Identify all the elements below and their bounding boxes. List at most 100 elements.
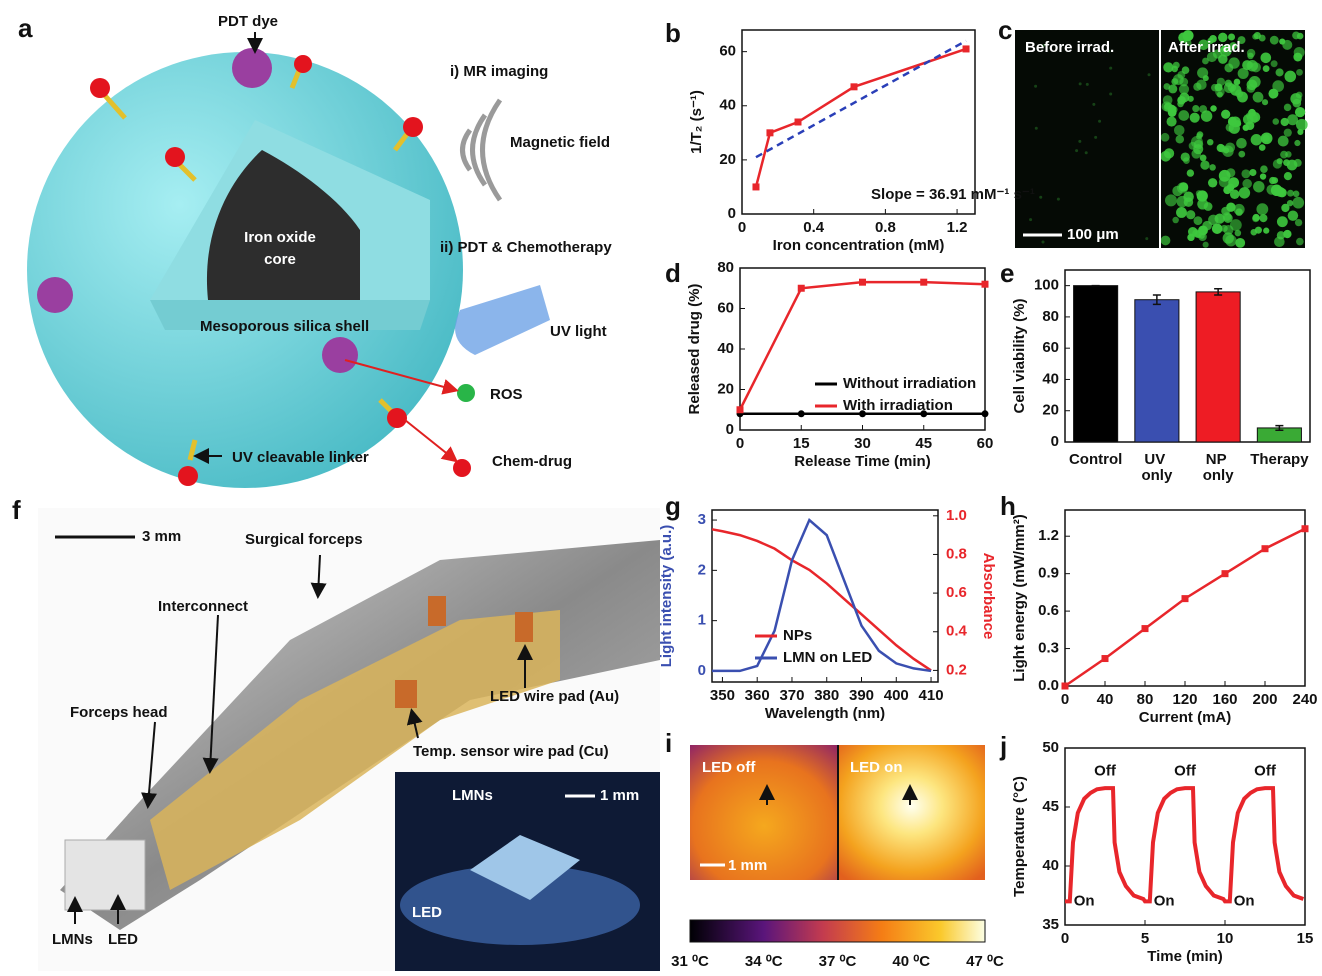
- cell: [1238, 68, 1249, 79]
- cell: [1177, 71, 1185, 79]
- x-tick-label: UV only: [1141, 451, 1172, 484]
- marker: [1142, 625, 1149, 632]
- panel-label: b: [665, 18, 681, 48]
- cell: [1288, 210, 1298, 220]
- cell: [1283, 159, 1290, 166]
- x-tick-label: 0.8: [875, 219, 896, 236]
- label: UV light: [550, 323, 607, 340]
- marker: [982, 410, 989, 417]
- cell: [1260, 52, 1271, 63]
- label: LMNs: [52, 931, 93, 948]
- cell: [1197, 67, 1208, 78]
- x-tick-label: 30: [854, 435, 871, 452]
- cell: [1297, 33, 1304, 40]
- y-tick-label: 0.9: [1038, 565, 1059, 582]
- cell: [1271, 60, 1278, 67]
- cell: [1293, 197, 1305, 209]
- cell: [1215, 87, 1225, 97]
- cell: [1277, 158, 1283, 164]
- cell: [1172, 217, 1178, 223]
- label: UV cleavable linker: [232, 449, 369, 466]
- label: i) MR imaging: [450, 63, 548, 80]
- cell: [1287, 200, 1293, 206]
- x-tick-label: 10: [1217, 930, 1234, 947]
- cell: [1230, 85, 1241, 96]
- cell: [1260, 165, 1268, 173]
- x-tick-label: 45: [915, 435, 932, 452]
- cell: [1294, 140, 1300, 146]
- label: 3 mm: [142, 528, 181, 545]
- label: Magnetic field: [510, 134, 610, 151]
- x-tick-label: 15: [793, 435, 810, 452]
- cell: [1198, 232, 1207, 241]
- panel-label: i: [665, 728, 672, 758]
- y-axis-label: Released drug (%): [686, 284, 703, 415]
- cell: [1209, 164, 1216, 171]
- marker: [798, 285, 805, 292]
- chart: h0.00.30.60.91.204080120160200240Current…: [1000, 491, 1318, 726]
- cell: [1239, 187, 1250, 198]
- figure: a PDT dye i) MR imaging Magnetic field I…: [0, 0, 1322, 971]
- marker: [752, 183, 759, 190]
- x-tick-label: NP only: [1203, 451, 1234, 484]
- cell: [1253, 92, 1264, 103]
- label: LED wire pad (Au): [490, 688, 619, 705]
- panel-label: c: [998, 15, 1012, 45]
- colorbar-label: 47 ⁰C: [966, 953, 1004, 970]
- x-tick-label: 390: [849, 687, 874, 704]
- cell: [1259, 144, 1266, 151]
- marker: [1062, 683, 1069, 690]
- cell: [1176, 135, 1185, 144]
- cell: [1263, 228, 1269, 234]
- x-tick-label: 410: [919, 687, 944, 704]
- cell: [1277, 231, 1285, 239]
- y-tick-label: 45: [1042, 798, 1059, 815]
- cell: [1078, 140, 1081, 143]
- cell: [1085, 151, 1088, 154]
- panel-a: a PDT dye i) MR imaging Magnetic field I…: [18, 13, 612, 488]
- cell: [1098, 120, 1101, 123]
- colorbar-label: 31 ⁰C: [671, 953, 709, 970]
- y-axis-label: Cell viability (%): [1011, 298, 1028, 413]
- marker: [851, 83, 858, 90]
- cell: [1295, 107, 1305, 117]
- cell: [1171, 66, 1178, 73]
- cell: [1277, 216, 1288, 227]
- label: Mesoporous silica shell: [200, 318, 369, 335]
- cell: [1168, 84, 1177, 93]
- y-tick-label: 1: [698, 612, 706, 629]
- cell: [1202, 58, 1209, 65]
- arrow: [405, 420, 455, 460]
- cell: [1252, 215, 1259, 222]
- cell: [1197, 199, 1208, 210]
- line: [1065, 788, 1303, 901]
- label: LED off: [702, 759, 756, 776]
- cell: [1196, 190, 1203, 197]
- bar: [1135, 300, 1179, 442]
- cell: [1284, 129, 1292, 137]
- cell: [1191, 136, 1203, 148]
- cell: [1092, 103, 1095, 106]
- cell: [1272, 80, 1284, 92]
- cell: [1235, 208, 1243, 216]
- x-axis-label: Current (mA): [1139, 709, 1232, 726]
- field-waves: [463, 100, 501, 200]
- x-tick-label: 400: [884, 687, 909, 704]
- label: Iron oxide: [244, 229, 316, 246]
- marker: [1302, 525, 1309, 532]
- cell: [1207, 139, 1213, 145]
- y2-tick-label: 0.4: [946, 623, 968, 640]
- cell: [1086, 83, 1089, 86]
- y-tick-label: 20: [719, 151, 736, 168]
- label: LED: [108, 931, 138, 948]
- panel-label: a: [18, 13, 33, 43]
- x-tick-label: 60: [977, 435, 994, 452]
- cell: [1256, 203, 1268, 215]
- cell: [1210, 105, 1216, 111]
- colorbar-label: 40 ⁰C: [892, 953, 930, 970]
- cell: [1192, 105, 1199, 112]
- y-tick-label: 100: [1034, 277, 1059, 294]
- chart: e020406080100Cell viability (%)ControlUV…: [1000, 258, 1310, 484]
- marker: [1262, 545, 1269, 552]
- cell: [1183, 191, 1194, 202]
